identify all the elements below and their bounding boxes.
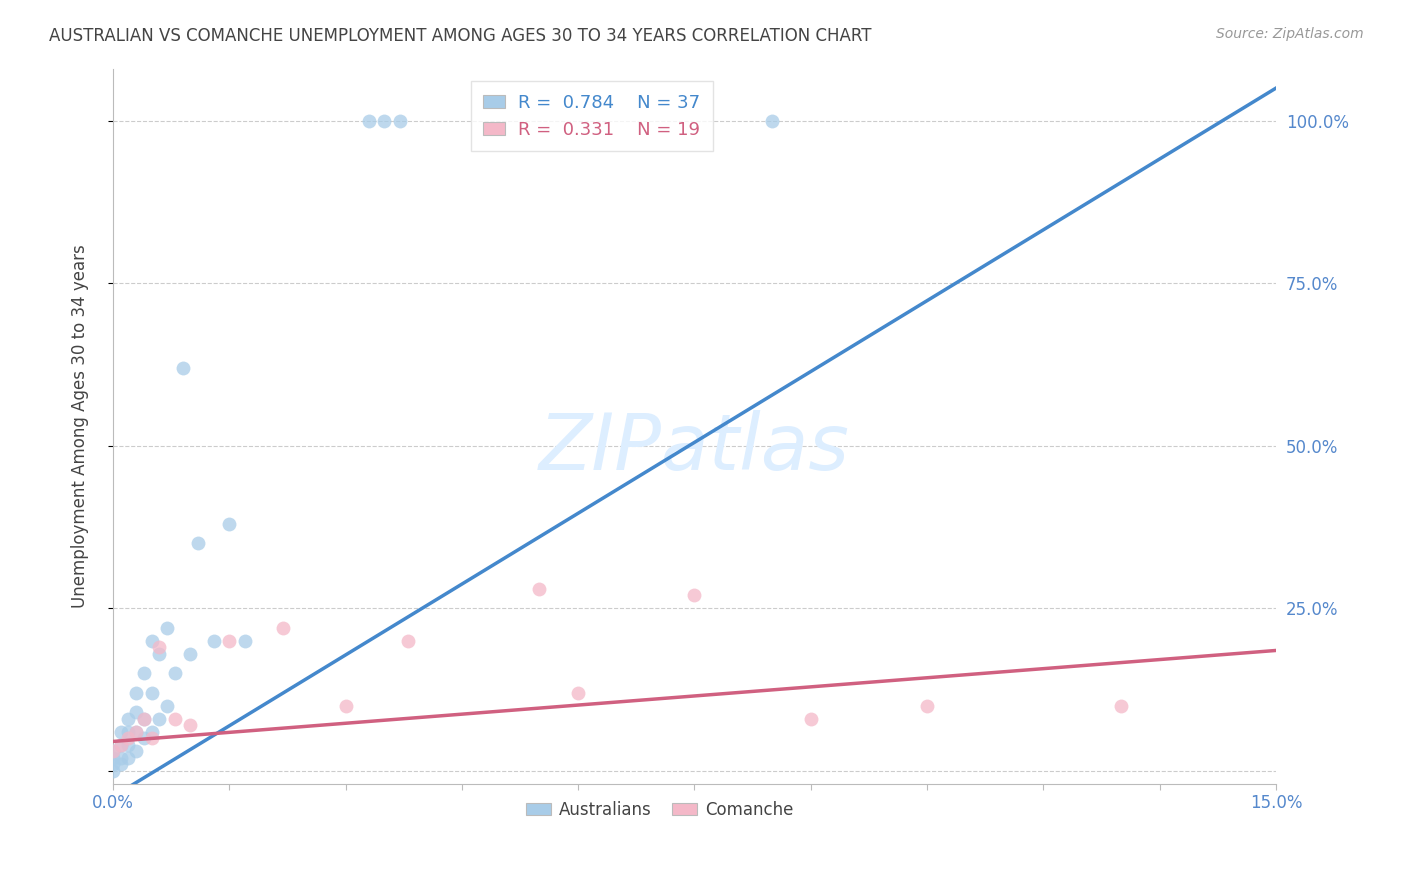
Point [125, 724, 148, 739]
Point [388, 113, 411, 128]
Point [218, 633, 240, 648]
Point [141, 686, 163, 700]
Point [125, 686, 148, 700]
Point [117, 724, 139, 739]
Point [172, 360, 194, 375]
Text: AUSTRALIAN VS COMANCHE UNEMPLOYMENT AMONG AGES 30 TO 34 YEARS CORRELATION CHART: AUSTRALIAN VS COMANCHE UNEMPLOYMENT AMON… [49, 27, 872, 45]
Point [529, 582, 551, 596]
Point [156, 698, 179, 713]
Point [148, 640, 170, 655]
Point [101, 744, 124, 758]
Point [125, 705, 148, 719]
Point [110, 757, 132, 772]
Y-axis label: Unemployment Among Ages 30 to 34 years: Unemployment Among Ages 30 to 34 years [72, 244, 89, 608]
Point [179, 647, 201, 661]
Point [163, 712, 186, 726]
Point [141, 633, 163, 648]
Point [396, 633, 419, 648]
Point [148, 712, 170, 726]
Point [101, 744, 124, 758]
Point [187, 536, 209, 550]
Point [101, 757, 124, 772]
Legend: Australians, Comanche: Australians, Comanche [519, 794, 800, 825]
Point [373, 113, 395, 128]
Point [1109, 698, 1132, 713]
Point [101, 764, 124, 778]
Point [132, 712, 155, 726]
Point [683, 588, 706, 602]
Point [335, 698, 357, 713]
Point [148, 647, 170, 661]
Point [117, 750, 139, 764]
Point [125, 724, 148, 739]
Point [273, 621, 295, 635]
Point [117, 731, 139, 746]
Point [132, 731, 155, 746]
Point [132, 712, 155, 726]
Point [357, 113, 380, 128]
Text: ZIPatlas: ZIPatlas [538, 409, 849, 485]
Text: Source: ZipAtlas.com: Source: ZipAtlas.com [1216, 27, 1364, 41]
Point [110, 738, 132, 752]
Point [761, 113, 783, 128]
Point [218, 516, 240, 531]
Point [141, 724, 163, 739]
Point [800, 712, 823, 726]
Point [233, 633, 256, 648]
Point [179, 718, 201, 732]
Point [117, 712, 139, 726]
Point [141, 731, 163, 746]
Point [567, 686, 589, 700]
Point [110, 724, 132, 739]
Point [110, 750, 132, 764]
Point [132, 666, 155, 681]
Point [117, 738, 139, 752]
Point [202, 633, 225, 648]
Point [156, 621, 179, 635]
Point [110, 738, 132, 752]
Point [163, 666, 186, 681]
Point [915, 698, 938, 713]
Point [101, 750, 124, 764]
Point [125, 744, 148, 758]
